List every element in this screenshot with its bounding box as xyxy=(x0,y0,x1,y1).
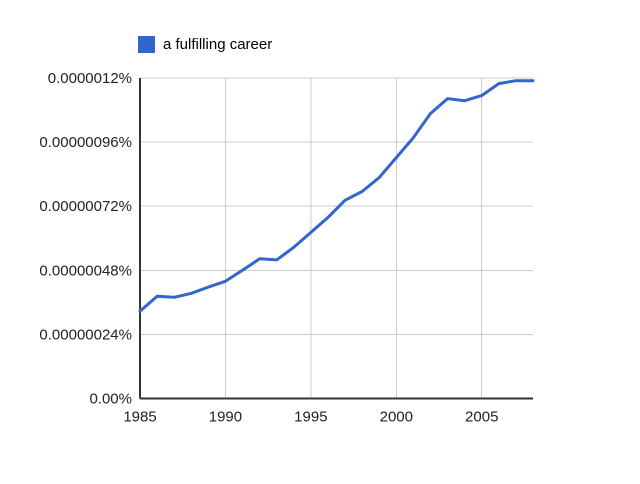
x-tick-label: 2005 xyxy=(465,409,498,426)
x-tick-label: 1990 xyxy=(209,409,242,426)
y-tick-label: 0.00000024% xyxy=(39,326,132,343)
y-tick-label: 0.00000096% xyxy=(39,134,132,151)
legend-label: a fulfilling career xyxy=(163,35,273,53)
y-tick-label: 0.00000048% xyxy=(39,262,132,279)
x-tick-label: 2000 xyxy=(380,409,413,426)
legend-swatch-icon xyxy=(138,35,155,53)
y-tick-label: 0.0000012% xyxy=(48,70,132,87)
y-tick-label: 0.00% xyxy=(89,391,132,408)
x-tick-label: 1995 xyxy=(294,409,327,426)
x-tick-label: 1985 xyxy=(123,409,156,426)
chart-legend: a fulfilling career xyxy=(138,35,272,53)
y-tick-label: 0.00000072% xyxy=(39,198,132,215)
series-line-a-fulfilling-career[interactable] xyxy=(138,79,535,313)
